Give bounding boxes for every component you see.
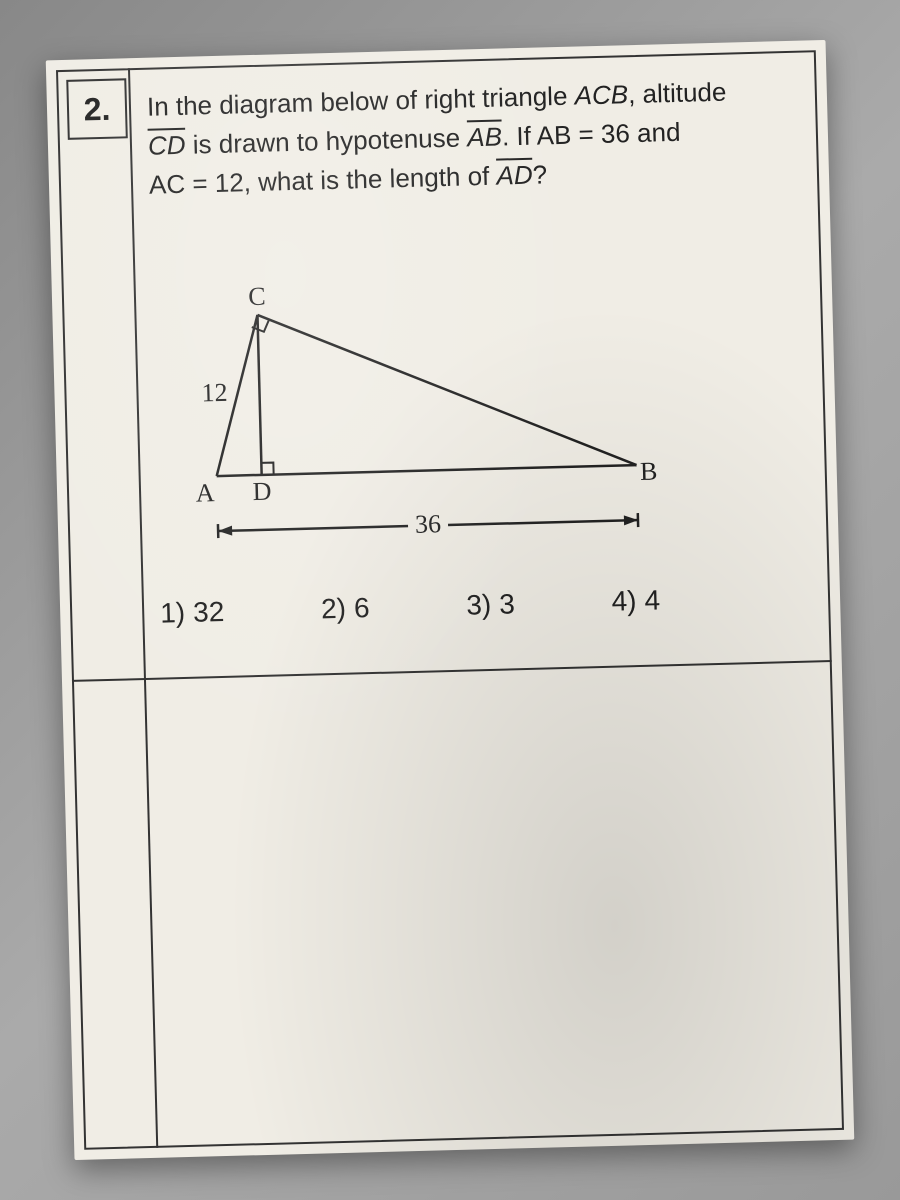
hypotenuse-ab: AB <box>467 121 502 152</box>
diagram-svg: C A B D 12 36 <box>151 263 708 557</box>
question-number-text: 2. <box>83 90 111 128</box>
q-line1-prefix: In the diagram below of right triangle <box>147 81 575 122</box>
label-a: A <box>195 478 215 507</box>
segment-ad: AD <box>496 160 533 191</box>
right-angle-d <box>261 463 273 475</box>
arrow-left <box>218 526 232 536</box>
question-number: 2. <box>66 78 128 140</box>
column-divider <box>128 68 158 1148</box>
q-line3-prefix: AC = 12, what is the length of <box>149 161 497 200</box>
worksheet-page: 2. In the diagram below of right triangl… <box>46 40 855 1160</box>
label-c: C <box>248 282 266 311</box>
q-line1-suffix: , altitude <box>628 77 727 110</box>
choice-3-num: 3) <box>466 589 492 622</box>
label-b: B <box>640 457 658 486</box>
arrow-right <box>624 515 638 525</box>
label-36: 36 <box>415 509 442 539</box>
choice-3-val: 3 <box>499 588 515 620</box>
choice-3: 3) 3 <box>466 588 515 621</box>
q-line2-suffix: . If AB = 36 and <box>502 117 681 152</box>
choice-1-val: 32 <box>193 596 225 629</box>
label-12: 12 <box>201 378 228 408</box>
choice-2-num: 2) <box>321 593 347 626</box>
triangle-diagram: C A B D 12 36 <box>151 263 708 557</box>
choice-2: 2) 6 <box>321 592 370 625</box>
choice-4-val: 4 <box>644 585 660 617</box>
choice-4-num: 4) <box>611 585 637 618</box>
altitude-cd: CD <box>148 130 186 161</box>
choice-4: 4) 4 <box>611 585 660 618</box>
answer-choices: 1) 32 2) 6 3) 3 4) 4 <box>160 585 661 630</box>
choice-1-num: 1) <box>160 597 186 630</box>
choice-2-val: 6 <box>354 592 370 624</box>
altitude-cd-line <box>257 315 261 475</box>
q-line2-mid: is drawn to hypotenuse <box>185 122 468 159</box>
page-content: 2. In the diagram below of right triangl… <box>46 40 855 1160</box>
segment-ab <box>217 465 637 476</box>
choice-1: 1) 32 <box>160 596 225 630</box>
triangle-name: ACB <box>574 79 628 110</box>
question-text: In the diagram below of right triangle A… <box>146 72 769 205</box>
segment-cb <box>257 305 636 475</box>
q-line3-suffix: ? <box>532 159 547 189</box>
row-divider <box>72 660 832 682</box>
label-d: D <box>252 477 272 506</box>
